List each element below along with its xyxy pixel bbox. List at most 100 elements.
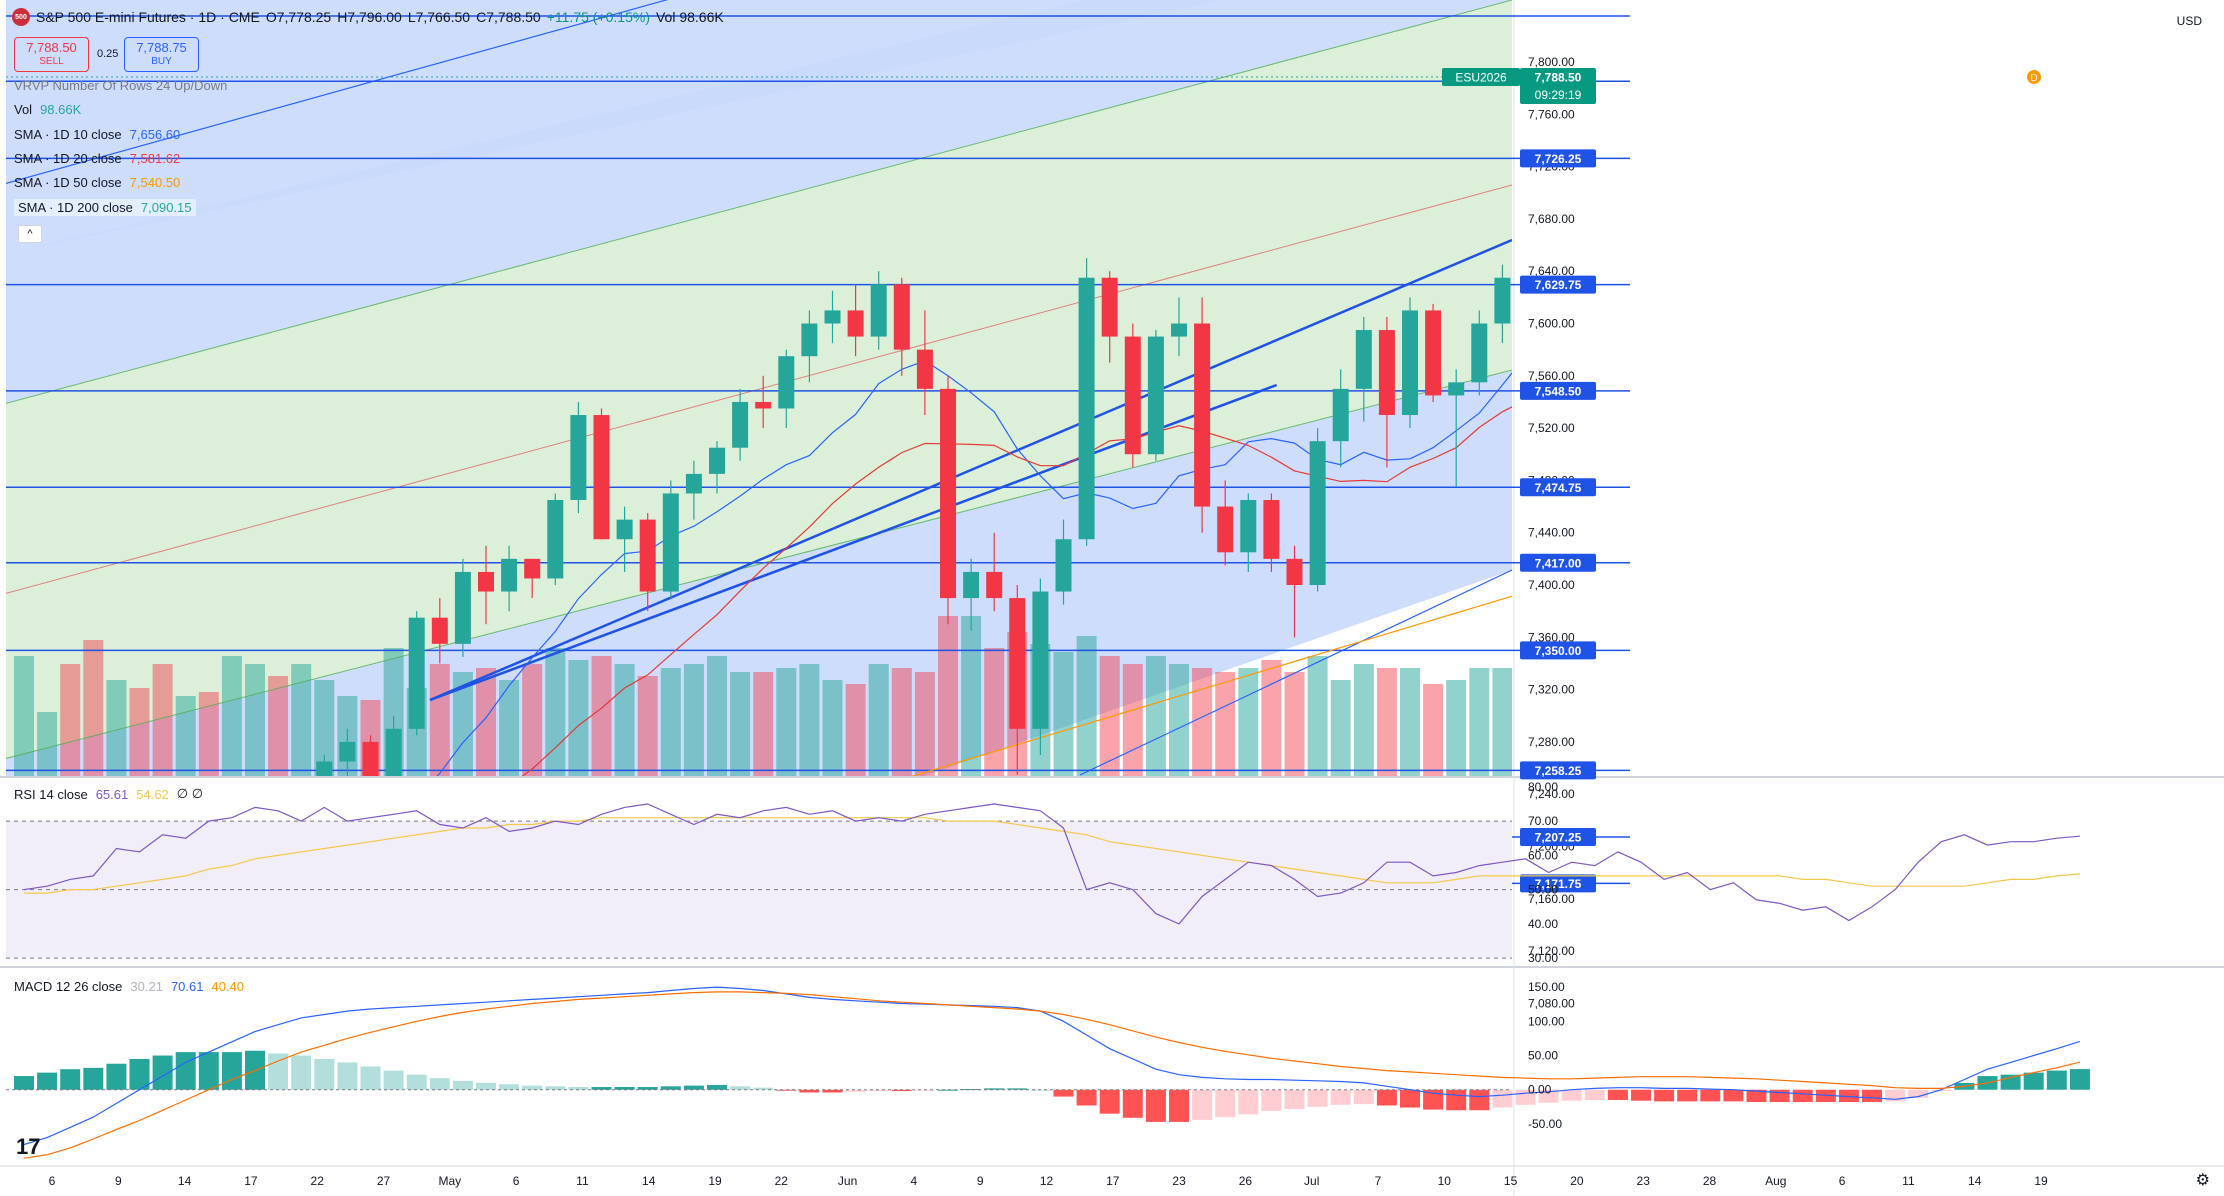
level-price-tag bbox=[1520, 478, 1596, 497]
macd-histogram-bar bbox=[291, 1055, 312, 1090]
candle-body bbox=[1263, 500, 1280, 559]
candle-body bbox=[709, 447, 725, 474]
buy-button[interactable]: 7,788.75 BUY bbox=[124, 37, 199, 72]
level-price-tag bbox=[1520, 149, 1596, 168]
macd-histogram-bar bbox=[845, 1089, 866, 1092]
candle-body bbox=[847, 310, 864, 337]
level-price-tag bbox=[1520, 381, 1596, 400]
macd-histogram-bar bbox=[1677, 1089, 1698, 1102]
macd-histogram-bar bbox=[129, 1058, 150, 1090]
open-value: O7,778.25 bbox=[265, 9, 332, 25]
rsi-legend[interactable]: RSI 14 close 65.61 54.62 ∅ ∅ bbox=[14, 786, 203, 802]
macd-histogram-bar bbox=[1700, 1089, 1721, 1102]
sma10-legend[interactable]: SMA · 1D 10 close 7,656.60 bbox=[14, 127, 180, 142]
dividend-marker-text: D bbox=[2030, 73, 2037, 84]
price-tick-label: 7,280.00 bbox=[1528, 735, 1575, 749]
macd-legend[interactable]: MACD 12 26 close 30.21 70.61 40.40 bbox=[14, 979, 244, 994]
buy-label: BUY bbox=[151, 56, 172, 68]
macd-histogram-bar bbox=[452, 1080, 473, 1090]
macd-histogram-bar bbox=[152, 1055, 173, 1090]
macd-histogram-bar bbox=[2046, 1070, 2067, 1090]
volume-bar bbox=[1423, 684, 1444, 776]
level-price-tag-text: 7,726.25 bbox=[1535, 152, 1582, 166]
volume-bar bbox=[60, 664, 81, 776]
currency-label[interactable]: USD bbox=[2176, 14, 2202, 28]
macd-histogram-bar bbox=[37, 1072, 58, 1090]
tradingview-logo-icon[interactable]: 17 bbox=[16, 1134, 41, 1159]
macd-histogram-bar bbox=[1538, 1089, 1559, 1103]
candle-body bbox=[1402, 310, 1418, 416]
macd-histogram-bar bbox=[868, 1089, 889, 1092]
candle-body bbox=[524, 558, 541, 579]
sma200-legend[interactable]: SMA · 1D 200 close 7,090.15 bbox=[14, 199, 196, 216]
settings-gear-icon[interactable]: ⚙ bbox=[2195, 1172, 2210, 1189]
macd-tick-label: -50.00 bbox=[1528, 1117, 1562, 1131]
macd-histogram-bar bbox=[961, 1089, 982, 1091]
level-price-tag-text: 7,258.25 bbox=[1535, 764, 1582, 778]
macd-histogram-bar bbox=[1584, 1089, 1605, 1100]
volume-bar bbox=[707, 656, 727, 776]
symbol-header[interactable]: 500 S&P 500 E-mini Futures · 1D · CME O7… bbox=[12, 8, 724, 26]
macd-label: MACD 12 26 close bbox=[14, 979, 123, 994]
volume-bar bbox=[845, 684, 866, 776]
channel-lower-line bbox=[6, 369, 1512, 759]
vrvp-legend[interactable]: VRVP Number Of Rows 24 Up/Down bbox=[14, 78, 228, 93]
macd-histogram-bar bbox=[1076, 1089, 1097, 1106]
macd-histogram-bar bbox=[221, 1052, 242, 1090]
macd-signal-value: 40.40 bbox=[211, 979, 245, 994]
sma10-value: 7,656.60 bbox=[129, 127, 181, 142]
time-tick-label: 17 bbox=[1106, 1174, 1120, 1188]
volume-bar bbox=[545, 648, 566, 776]
macd-histogram-bar bbox=[406, 1074, 427, 1090]
candle-body bbox=[593, 415, 610, 540]
price-tick-label: 7,320.00 bbox=[1528, 683, 1575, 697]
candle-body bbox=[1217, 506, 1234, 553]
level-price-tag-text: 7,171.75 bbox=[1535, 877, 1582, 891]
macd-histogram-bar bbox=[1607, 1089, 1628, 1100]
time-tick-label: 22 bbox=[775, 1174, 789, 1188]
macd-tick-label: 150.00 bbox=[1528, 980, 1565, 994]
sell-button[interactable]: 7,788.50 SELL bbox=[14, 37, 89, 72]
high-value: H7,796.00 bbox=[337, 9, 402, 25]
price-tick-label: 7,640.00 bbox=[1528, 264, 1575, 278]
level-price-tag bbox=[1520, 553, 1596, 572]
sma10-label: SMA · 1D 10 close bbox=[14, 127, 122, 142]
macd-histogram-bar bbox=[545, 1086, 566, 1090]
time-tick-label: 14 bbox=[642, 1174, 656, 1188]
sma20-legend[interactable]: SMA · 1D 20 close 7,581.62 bbox=[14, 151, 180, 166]
macd-histogram-bar bbox=[1931, 1089, 1952, 1092]
vol-legend[interactable]: Vol 98.66K bbox=[14, 102, 81, 117]
macd-histogram-bar bbox=[314, 1058, 335, 1090]
price-tick-label: 7,680.00 bbox=[1528, 212, 1575, 226]
macd-histogram-bar bbox=[499, 1084, 520, 1090]
time-tick-label: Aug bbox=[1765, 1174, 1786, 1188]
symbol-title[interactable]: S&P 500 E-mini Futures · 1D · CME bbox=[36, 9, 260, 25]
candle-body bbox=[662, 493, 679, 592]
candle-body bbox=[963, 571, 980, 599]
volume-bar bbox=[1122, 664, 1143, 776]
dividend-marker-icon bbox=[2027, 70, 2041, 85]
macd-histogram-bar bbox=[637, 1087, 658, 1090]
volume-bar bbox=[1469, 668, 1490, 776]
channel-median-line bbox=[6, 184, 1512, 594]
rsi-tick-label: 30.00 bbox=[1528, 951, 1558, 965]
macd-histogram-bar bbox=[1746, 1089, 1767, 1103]
level-price-tag bbox=[1520, 761, 1596, 780]
macd-histogram-bar bbox=[1122, 1089, 1143, 1118]
candle-body bbox=[1332, 388, 1349, 442]
candle-body bbox=[1078, 277, 1095, 540]
time-tick-label: 6 bbox=[1839, 1174, 1846, 1188]
time-tick-label: 9 bbox=[977, 1174, 984, 1188]
volume-bar bbox=[1215, 672, 1236, 776]
rsi-tick-label: 40.00 bbox=[1528, 917, 1558, 931]
time-tick-label: 26 bbox=[1239, 1174, 1253, 1188]
macd-histogram-bar bbox=[822, 1089, 843, 1093]
collapse-legend-button[interactable]: ^ bbox=[18, 225, 42, 243]
volume-bar bbox=[1284, 672, 1305, 776]
candle-body bbox=[1378, 330, 1395, 416]
volume-bar bbox=[1376, 668, 1397, 776]
rsi-tick-label: 50.00 bbox=[1528, 883, 1558, 897]
sma50-legend[interactable]: SMA · 1D 50 close 7,540.50 bbox=[14, 175, 180, 190]
sma20-value: 7,581.62 bbox=[129, 151, 181, 166]
